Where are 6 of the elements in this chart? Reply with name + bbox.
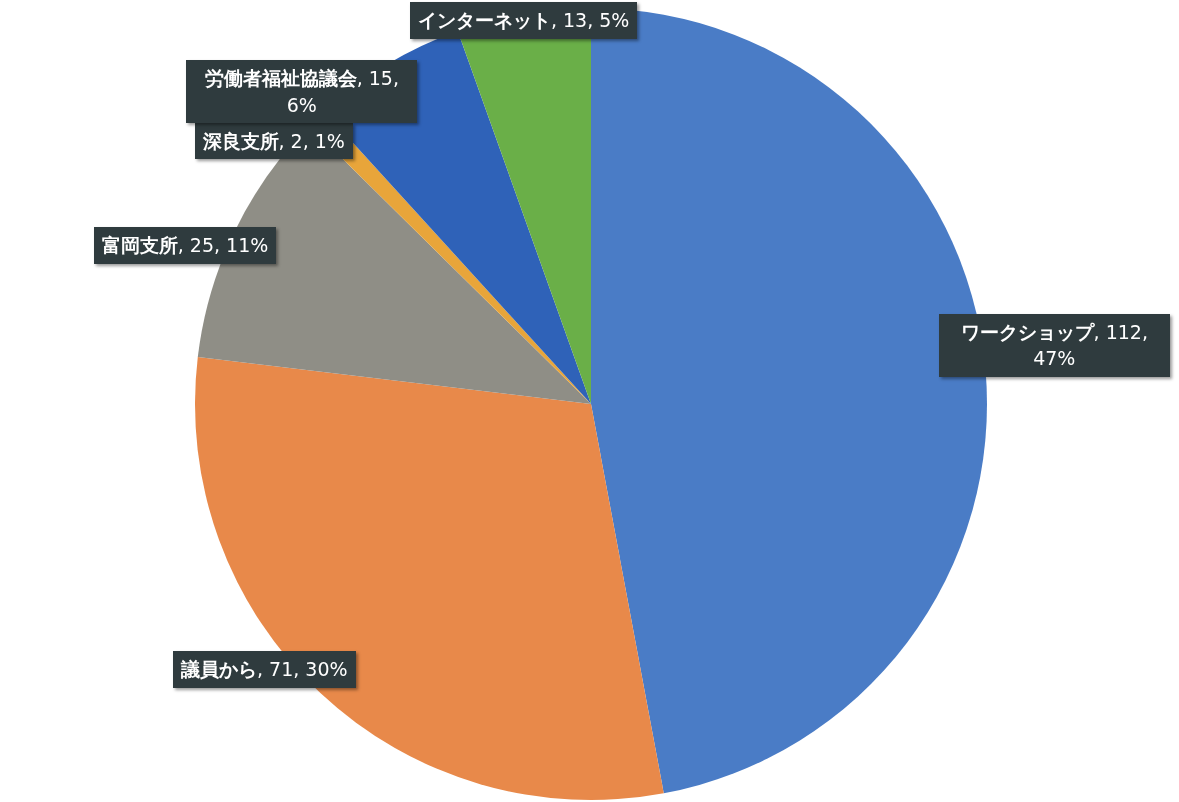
slice-label: 労働者福祉協議会	[204, 67, 357, 90]
slice-label: 議員から	[181, 658, 258, 681]
slice-label: 富岡支所	[101, 234, 178, 257]
slice-label: ワークショップ	[960, 320, 1094, 343]
slice-label: インターネット	[417, 9, 551, 31]
slice-label: 深良支所	[202, 129, 279, 152]
